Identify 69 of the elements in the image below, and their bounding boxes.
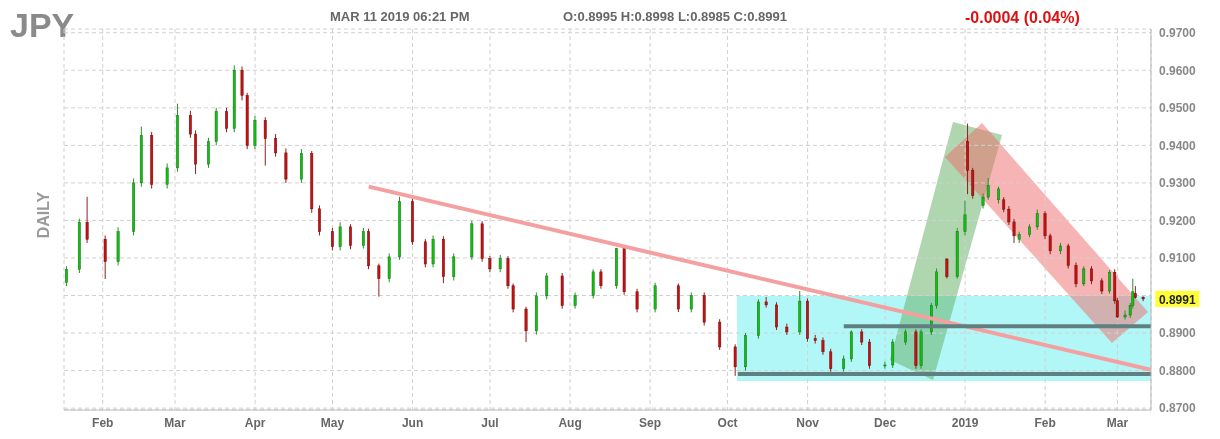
candlestick — [775, 301, 778, 331]
candlestick — [829, 348, 833, 373]
x-tick-label: Mar — [164, 415, 187, 430]
text: O:0.8995 H:0.8998 L:0.8985 C:0.8991 — [563, 9, 788, 24]
y-tick-label: 0.9100 — [1159, 251, 1197, 266]
candlestick — [225, 107, 228, 133]
candlestick — [85, 196, 89, 244]
text: MAR 11 2019 06:21 PM — [330, 9, 470, 24]
x-tick-label: Jul — [481, 415, 499, 430]
x-tick-label: Mar — [1106, 415, 1129, 430]
y-tick-label: 0.9200 — [1159, 213, 1197, 228]
candlestick — [274, 133, 277, 158]
x-tick-label: Apr — [244, 415, 266, 430]
candlestick — [188, 110, 192, 139]
candlestick — [1035, 209, 1039, 231]
x-tick-label: Dec — [874, 415, 897, 430]
candlestick — [103, 234, 107, 280]
x-tick-label: Feb — [92, 415, 114, 430]
candlestick — [1066, 243, 1070, 269]
candlestick — [330, 227, 334, 251]
x-tick-label: Sep — [639, 415, 662, 430]
candlestick — [1074, 261, 1078, 288]
candlestick — [868, 338, 871, 370]
candlestick — [676, 283, 680, 313]
candlestick — [423, 238, 427, 268]
candlestick — [591, 268, 595, 300]
y-tick-label: 0.8800 — [1159, 363, 1197, 378]
y-tick-label: 0.9600 — [1159, 63, 1197, 78]
x-tick-label: Nov — [796, 415, 820, 430]
candlestick — [733, 343, 737, 377]
candlestick — [349, 223, 352, 250]
candlestick — [1090, 265, 1093, 285]
x-tick-label: Feb — [1034, 415, 1056, 430]
candlestick — [545, 272, 549, 300]
candlestick — [524, 306, 528, 343]
candlestick — [65, 265, 68, 287]
y-tick-label: 0.9400 — [1159, 138, 1197, 153]
candlestick — [1082, 265, 1086, 287]
candlestick — [377, 263, 381, 298]
candlestick — [635, 288, 639, 313]
y-tick-label: 0.8900 — [1159, 326, 1197, 341]
candlestick — [207, 137, 210, 169]
candlestick — [891, 338, 895, 369]
y-axis-title: DAILY — [35, 191, 53, 239]
candlestick — [963, 200, 967, 236]
candlestick — [1108, 269, 1111, 295]
candlestick — [263, 116, 267, 167]
y-tick-label: 0.9700 — [1159, 26, 1197, 41]
candlestick — [653, 282, 657, 313]
x-tick-label: Oct — [717, 415, 738, 430]
annotation: 0.8991 — [1158, 292, 1196, 307]
x-tick-label: May — [320, 415, 345, 430]
candlestick — [599, 268, 603, 290]
candlestick — [361, 227, 365, 250]
candlestick — [318, 204, 321, 236]
candlestick — [883, 361, 887, 370]
candlestick — [689, 292, 693, 313]
y-tick-label: 0.9300 — [1159, 176, 1197, 191]
x-tick-label: 2019 — [951, 415, 979, 430]
candlestick — [165, 162, 169, 190]
x-tick-label: Jun — [401, 415, 424, 430]
candlestick — [338, 221, 342, 251]
y-tick-label: 0.9500 — [1159, 101, 1197, 116]
candlestick — [452, 252, 456, 281]
text: -0.0004 (0.04%) — [965, 9, 1080, 27]
chart-title: JPY — [10, 6, 75, 44]
y-tick-label: 0.8700 — [1159, 401, 1197, 416]
candlestick — [387, 252, 391, 283]
x-tick-label: Aug — [558, 415, 582, 430]
